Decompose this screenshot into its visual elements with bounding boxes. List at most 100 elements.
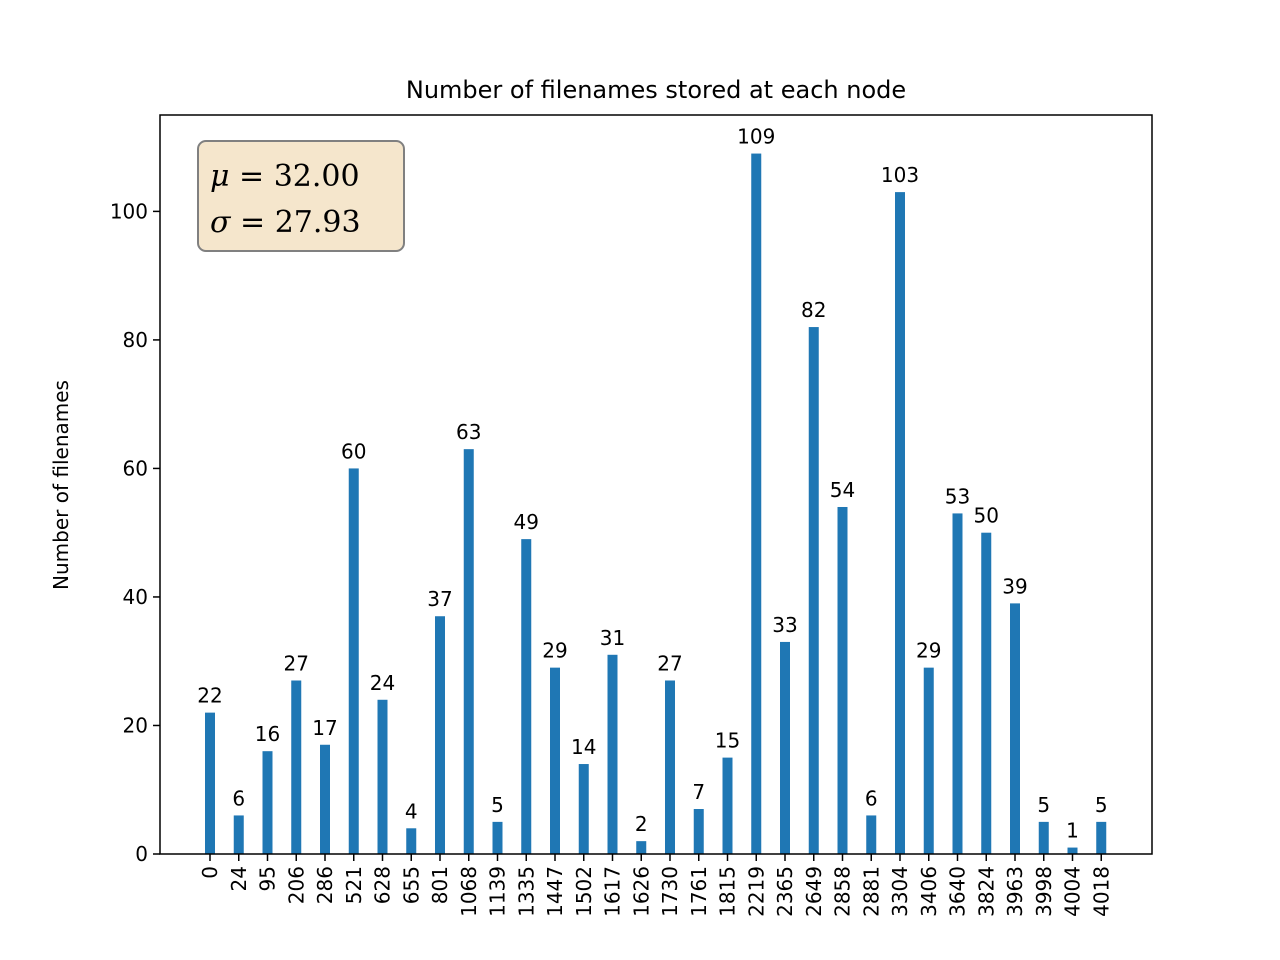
bar-3640: [952, 513, 963, 854]
x-tick-label: 206: [284, 866, 308, 904]
x-tick-label: 95: [256, 866, 280, 891]
y-tick-label: 80: [123, 328, 148, 352]
sigma-equals: =: [230, 205, 274, 240]
plot-frame: [159, 114, 1153, 855]
bar-1617: [607, 654, 618, 854]
bar-4018: [1096, 821, 1107, 854]
x-tick-label: 4004: [1061, 866, 1085, 917]
bar-1447: [550, 667, 560, 854]
bar-1815: [722, 757, 733, 854]
x-tick-label: 3998: [1032, 866, 1056, 917]
x-tick-label: 3963: [1003, 866, 1027, 917]
x-axis: 0 24 95 206 286 521 628 655 801 1068 1139 1335 1447 1…: [198, 854, 1113, 917]
bar-value-label: 39: [1002, 574, 1027, 598]
sigma-symbol: σ: [210, 205, 232, 240]
x-tick-label: 3640: [946, 866, 970, 917]
bar-value-label: 5: [1037, 793, 1050, 817]
bar-value-label: 82: [801, 298, 826, 322]
bar-value-label: 27: [284, 651, 309, 675]
x-tick-label: 628: [371, 866, 395, 904]
mu-equals: =: [230, 159, 274, 194]
bar-value-label: 17: [312, 716, 337, 740]
bar-0: [205, 712, 215, 854]
x-tick-label: 801: [428, 866, 452, 904]
x-tick-label: 4018: [1089, 866, 1113, 917]
bar-value-label: 1: [1066, 819, 1079, 843]
bar-value-label: 4: [405, 799, 418, 823]
bar-labels-layer: 2261627176024437635492914312277151093382…: [197, 125, 1107, 843]
bar-value-label: 60: [341, 439, 366, 463]
bar-3963: [1010, 603, 1020, 854]
x-tick-label: 2365: [773, 866, 797, 917]
bar-value-label: 27: [657, 651, 682, 675]
x-tick-label: 655: [399, 866, 423, 904]
stats-legend-box: μ = 32.00 σ = 27.93: [197, 140, 405, 252]
bar-24: [233, 815, 244, 854]
bar-1335: [521, 539, 532, 854]
bar-value-label: 53: [945, 484, 970, 508]
bar-value-label: 7: [692, 780, 705, 804]
mu-symbol: μ: [210, 159, 230, 194]
bar-1139: [492, 821, 503, 854]
x-tick-label: 3406: [917, 866, 941, 917]
x-tick-label: 1502: [572, 866, 596, 917]
x-tick-label: 3304: [888, 866, 912, 917]
bar-3406: [923, 667, 934, 854]
x-tick-label: 1626: [629, 866, 653, 917]
bar-206: [291, 680, 302, 854]
bar-value-label: 6: [865, 786, 878, 810]
bar-1730: [665, 680, 675, 854]
bar-value-label: 37: [427, 587, 452, 611]
bar-value-label: 54: [830, 478, 855, 502]
bar-value-label: 6: [232, 786, 245, 810]
x-tick-label: 1761: [687, 866, 711, 917]
y-tick-label: 20: [123, 713, 148, 737]
bar-value-label: 109: [737, 125, 775, 149]
bar-1761: [693, 809, 704, 854]
mu-value: 32.00: [274, 159, 360, 194]
y-tick-label: 100: [110, 199, 148, 223]
x-tick-label: 1139: [486, 866, 510, 917]
bar-value-label: 29: [916, 639, 941, 663]
x-tick-label: 1617: [601, 866, 625, 917]
bar-2219: [751, 153, 762, 854]
bar-value-label: 5: [491, 793, 504, 817]
bar-value-label: 15: [715, 729, 740, 753]
bar-value-label: 31: [600, 626, 625, 650]
y-tick-label: 40: [123, 585, 148, 609]
bar-value-label: 5: [1095, 793, 1108, 817]
bar-3304: [895, 192, 905, 854]
x-tick-label: 3824: [974, 866, 998, 917]
x-tick-label: 1815: [716, 866, 740, 917]
x-tick-label: 2649: [802, 866, 826, 917]
x-tick-label: 1335: [514, 866, 538, 917]
bar-1068: [463, 449, 474, 854]
bar-value-label: 22: [197, 684, 222, 708]
x-tick-label: 521: [342, 866, 366, 904]
x-tick-label: 1447: [543, 866, 567, 917]
y-axis: 0 20 40 60 80 100: [110, 199, 160, 866]
x-tick-label: 2858: [831, 866, 855, 917]
sigma-value: 27.93: [275, 205, 361, 240]
y-tick-label: 60: [123, 456, 148, 480]
bar-1626: [636, 841, 647, 854]
bar-value-label: 2: [635, 812, 648, 836]
x-tick-label: 1068: [457, 866, 481, 917]
bar-2881: [866, 815, 877, 854]
bar-95: [262, 751, 273, 854]
std-line: σ = 27.93: [210, 205, 361, 240]
bar-1502: [578, 764, 589, 854]
bar-value-label: 29: [542, 639, 567, 663]
x-tick-label: 286: [313, 866, 337, 904]
bar-value-label: 50: [974, 504, 999, 528]
stats-box-background: [197, 140, 405, 252]
x-tick-label: 2219: [744, 866, 768, 917]
x-tick-label: 1730: [658, 866, 682, 917]
x-tick-label: 24: [227, 866, 251, 891]
y-tick-label: 0: [135, 842, 148, 866]
chart-title: Number of filenames stored at each node: [406, 76, 906, 104]
bar-2858: [837, 506, 848, 854]
y-axis-label: Number of filenames: [49, 380, 73, 590]
bar-2365: [780, 641, 790, 854]
